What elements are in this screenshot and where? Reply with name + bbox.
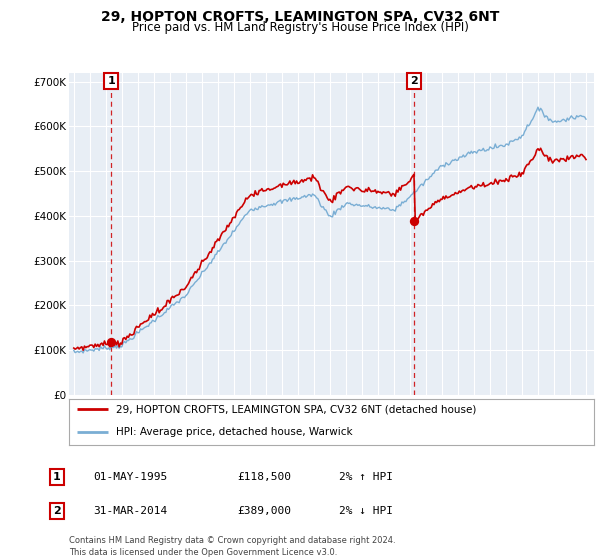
Text: 29, HOPTON CROFTS, LEAMINGTON SPA, CV32 6NT (detached house): 29, HOPTON CROFTS, LEAMINGTON SPA, CV32 … [116, 404, 476, 414]
Text: 2% ↓ HPI: 2% ↓ HPI [339, 506, 393, 516]
Text: 2% ↑ HPI: 2% ↑ HPI [339, 472, 393, 482]
Text: 2: 2 [53, 506, 61, 516]
Point [409, 216, 419, 225]
Point [106, 337, 116, 346]
Text: 29, HOPTON CROFTS, LEAMINGTON SPA, CV32 6NT: 29, HOPTON CROFTS, LEAMINGTON SPA, CV32 … [101, 10, 499, 24]
Text: £118,500: £118,500 [237, 472, 291, 482]
Text: HPI: Average price, detached house, Warwick: HPI: Average price, detached house, Warw… [116, 427, 353, 437]
Text: Contains HM Land Registry data © Crown copyright and database right 2024.
This d: Contains HM Land Registry data © Crown c… [69, 536, 395, 557]
Text: Price paid vs. HM Land Registry's House Price Index (HPI): Price paid vs. HM Land Registry's House … [131, 21, 469, 34]
Text: 01-MAY-1995: 01-MAY-1995 [93, 472, 167, 482]
Text: 2: 2 [410, 76, 418, 86]
Text: 31-MAR-2014: 31-MAR-2014 [93, 506, 167, 516]
Text: 1: 1 [107, 76, 115, 86]
Text: 1: 1 [53, 472, 61, 482]
Text: £389,000: £389,000 [237, 506, 291, 516]
